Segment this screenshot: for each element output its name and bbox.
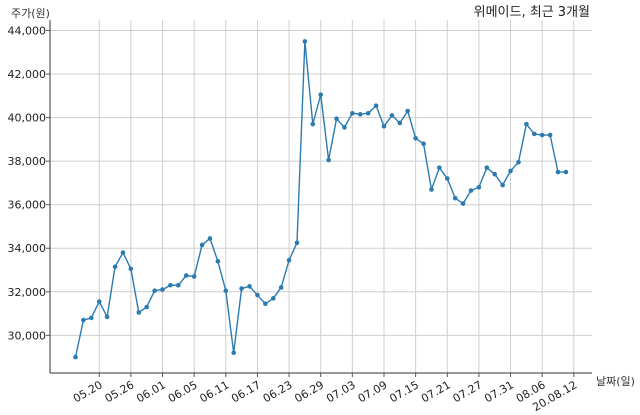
- data-point: [508, 168, 513, 174]
- data-point: [112, 264, 118, 270]
- y-tick-label: 32,000: [8, 286, 47, 299]
- grid-lines: [50, 20, 592, 373]
- data-point: [263, 301, 268, 307]
- x-tick-label: 06.29: [292, 378, 326, 405]
- data-point: [524, 121, 529, 127]
- data-point: [429, 187, 434, 192]
- y-tick-label: 34,000: [8, 242, 47, 255]
- y-tick-label: 30,000: [8, 329, 47, 342]
- data-point: [476, 184, 482, 190]
- data-point: [460, 201, 466, 206]
- y-axis-ticks: 30,000 32,000 34,000 36,000 38,000 40,000 42,0…: [8, 25, 50, 342]
- data-point: [168, 282, 173, 288]
- data-point: [468, 188, 474, 193]
- data-point: [342, 125, 347, 130]
- data-point: [104, 314, 110, 320]
- data-point: [326, 157, 331, 163]
- x-tick-label: 05.20: [71, 378, 105, 405]
- data-point: [563, 169, 569, 175]
- data-point: [421, 141, 426, 147]
- data-point: [191, 274, 197, 279]
- data-point: [539, 132, 545, 138]
- y-tick-label: 40,000: [8, 112, 47, 125]
- chart-title: 위메이드, 최근 3개월: [474, 5, 590, 20]
- data-point: [302, 39, 308, 44]
- data-point: [381, 124, 387, 129]
- x-axis-ticks: 05.2005.2606.0106.0506.1106.1706.2306.29…: [71, 373, 579, 414]
- data-point: [484, 165, 490, 170]
- x-tick-label: 06.01: [134, 378, 168, 405]
- x-tick-label: 06.17: [229, 378, 263, 405]
- data-point: [152, 288, 157, 294]
- data-point: [183, 273, 189, 278]
- data-point: [247, 284, 252, 289]
- data-point: [255, 292, 260, 298]
- data-point: [373, 103, 379, 108]
- x-tick-label: 07.27: [451, 378, 485, 405]
- data-point: [444, 176, 450, 181]
- data-point: [357, 112, 363, 117]
- data-point: [405, 108, 411, 114]
- data-point: [492, 171, 498, 177]
- data-point: [239, 286, 244, 291]
- x-axis-title: 날짜(일): [596, 374, 635, 388]
- data-point: [365, 110, 371, 116]
- data-point: [223, 288, 229, 294]
- data-point: [286, 257, 292, 263]
- data-point: [231, 350, 236, 356]
- data-point: [96, 299, 102, 304]
- y-tick-label: 38,000: [8, 155, 47, 168]
- data-point: [160, 287, 165, 292]
- x-tick-label: 07.31: [482, 378, 516, 405]
- data-point: [270, 296, 276, 301]
- data-point: [310, 121, 316, 127]
- data-point: [207, 236, 213, 241]
- data-point: [278, 285, 284, 290]
- y-tick-label: 44,000: [8, 25, 47, 38]
- x-tick-label: 07.09: [356, 378, 390, 405]
- y-tick-label: 42,000: [8, 68, 47, 81]
- data-point: [73, 354, 78, 360]
- x-tick-label: 07.21: [419, 378, 453, 405]
- y-tick-label: 36,000: [8, 199, 47, 212]
- data-point: [89, 315, 94, 321]
- series-group: [73, 39, 569, 360]
- data-point: [452, 195, 458, 201]
- data-point: [350, 110, 355, 116]
- data-point: [81, 317, 86, 323]
- data-point: [334, 116, 339, 121]
- data-point: [531, 131, 537, 137]
- data-point: [199, 242, 205, 248]
- data-point: [500, 182, 505, 188]
- data-point: [547, 132, 553, 138]
- x-tick-label: 07.03: [324, 378, 358, 405]
- data-point: [294, 240, 300, 246]
- x-tick-label: 06.23: [261, 378, 295, 405]
- data-point: [397, 120, 403, 126]
- data-point: [437, 165, 442, 170]
- data-point: [128, 266, 134, 272]
- data-point: [215, 259, 221, 264]
- x-tick-label: 06.05: [166, 378, 200, 405]
- data-point: [120, 250, 126, 255]
- x-tick-label: 07.15: [387, 378, 421, 405]
- y-axis-title: 주가(원): [11, 7, 50, 20]
- x-tick-label: 05.26: [103, 378, 137, 405]
- data-point: [389, 113, 395, 118]
- data-point: [176, 282, 181, 288]
- data-point: [136, 310, 142, 315]
- data-point: [144, 304, 149, 310]
- data-point: [555, 169, 561, 175]
- x-tick-label: 06.11: [198, 378, 232, 405]
- data-point: [516, 159, 521, 165]
- data-point: [318, 92, 324, 98]
- data-point: [413, 135, 418, 141]
